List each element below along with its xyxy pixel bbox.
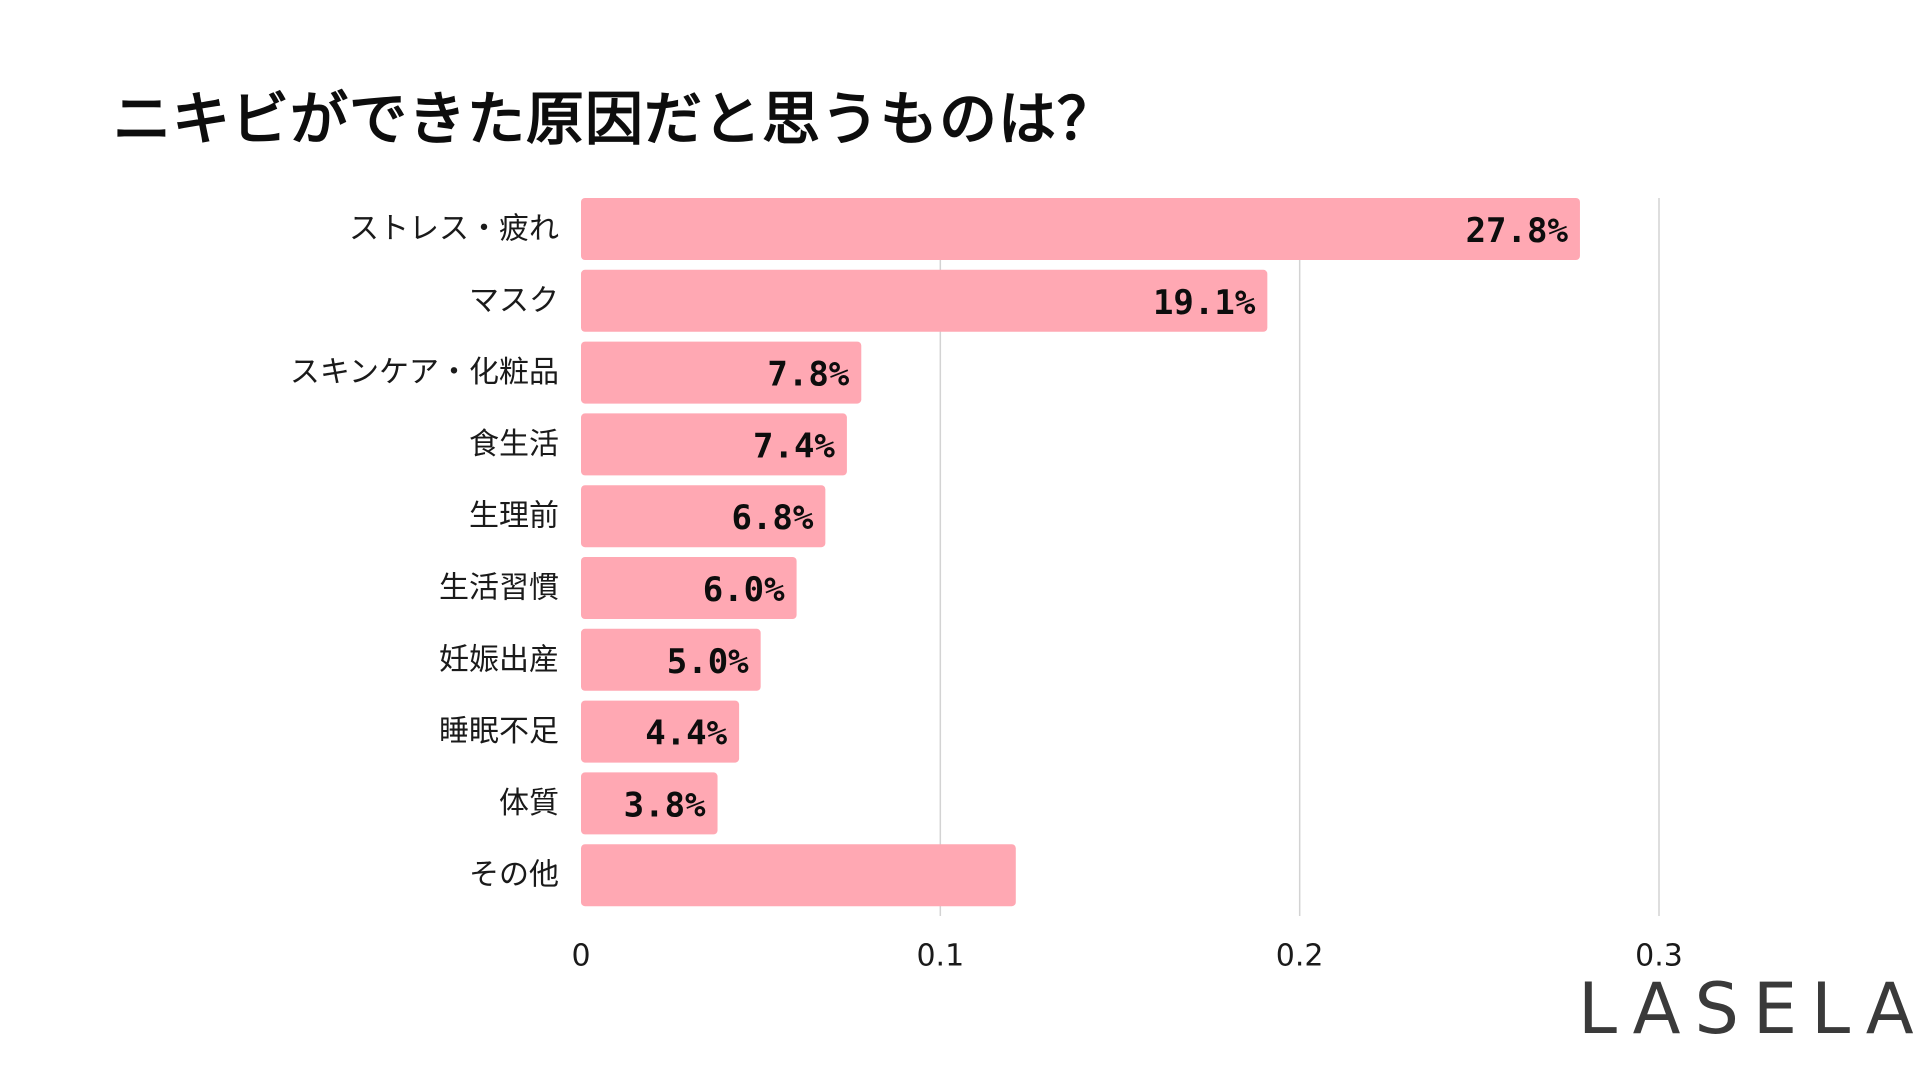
category-label-2: スキンケア・化粧品 — [290, 355, 559, 390]
bar-8 — [581, 772, 718, 835]
category-label-5: 生活習慣 — [439, 571, 559, 606]
value-label-3: 7.4% — [753, 426, 835, 466]
bars — [581, 198, 1580, 907]
value-label-2: 7.8% — [767, 355, 849, 395]
bar-0 — [581, 198, 1580, 260]
bar-3 — [581, 413, 847, 476]
category-label-7: 睡眠不足 — [439, 714, 559, 749]
x-tick-label-0: 0 — [571, 939, 590, 974]
bar-2 — [581, 341, 862, 404]
value-label-5: 6.0% — [703, 570, 785, 610]
bar-7 — [581, 700, 740, 763]
category-label-1: マスク — [469, 283, 559, 318]
value-label-4: 6.8% — [731, 498, 813, 538]
value-label-1: 19.1% — [1153, 283, 1256, 323]
category-label-4: 生理前 — [469, 499, 559, 534]
bar-9 — [581, 844, 1016, 907]
x-tick-label-2: 0.2 — [1276, 939, 1324, 974]
value-label-8: 3.8% — [624, 785, 706, 825]
category-label-3: 食生活 — [469, 427, 559, 462]
value-label-6: 5.0% — [667, 642, 749, 682]
x-tick-label-1: 0.1 — [916, 939, 964, 974]
chart-title: ニキビができた原因だと思うものは？ — [113, 85, 1117, 153]
bar-4 — [581, 485, 826, 548]
brand-logo: LASELA — [1578, 968, 1920, 1050]
category-label-0: ストレス・疲れ — [349, 212, 559, 247]
x-tick-label-3: 0.3 — [1635, 939, 1683, 974]
bar-1 — [581, 269, 1268, 332]
value-labels: 27.8% 19.1% 7.8% 7.4% 6.8% 6.0% 5.0% 4.4% 3.8% — [624, 211, 1569, 825]
category-label-9: その他 — [469, 858, 559, 893]
category-label-8: 体質 — [499, 786, 559, 821]
category-labels: ストレス・疲れマスクスキンケア・化粧品食生活生理前生活習慣妊娠出産睡眠不足体質そ… — [290, 212, 559, 893]
value-label-0: 27.8% — [1466, 211, 1569, 251]
bar-5 — [581, 557, 797, 619]
category-label-6: 妊娠出産 — [439, 642, 559, 677]
x-axis-tick-labels: 0 0.1 0.2 0.3 — [571, 939, 1682, 974]
value-label-7: 4.4% — [645, 714, 727, 754]
bar-6 — [581, 628, 761, 691]
